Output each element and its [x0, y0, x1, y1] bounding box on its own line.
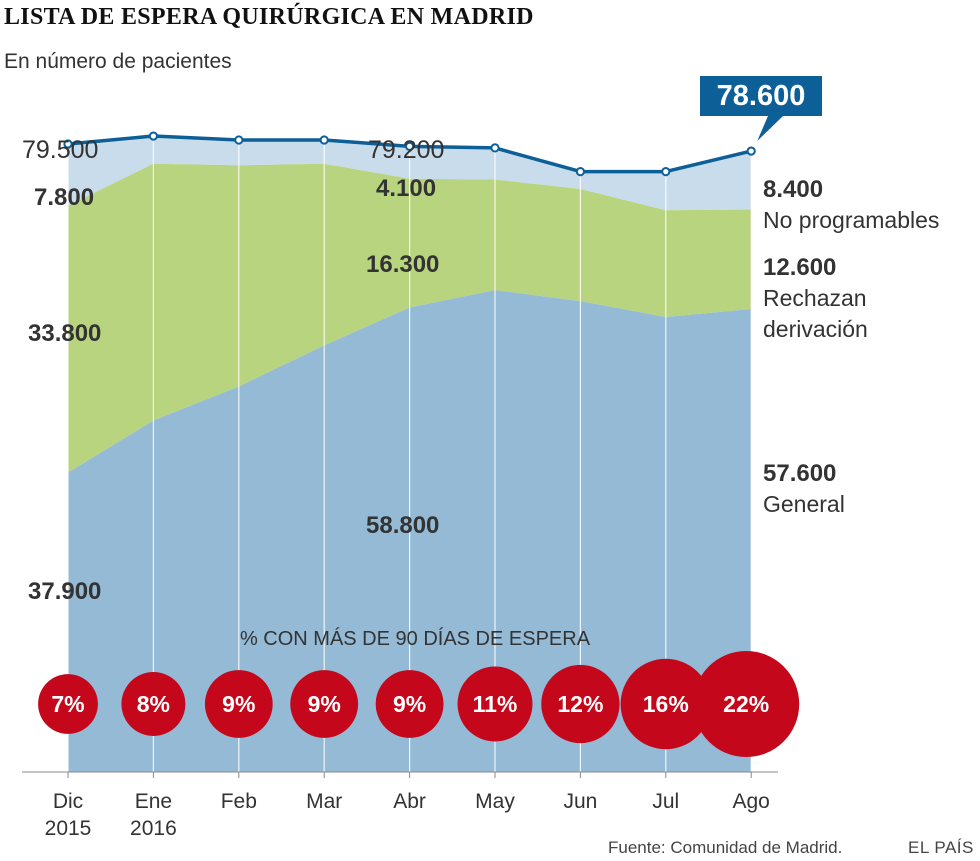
re-label-mid: 16.300 — [366, 251, 439, 278]
x-tick-label: Abr — [393, 790, 426, 813]
x-tick-label: 2016 — [130, 817, 177, 840]
bubble — [620, 658, 711, 750]
bubble — [541, 664, 620, 744]
x-tick-label: 2015 — [45, 817, 92, 840]
bubble — [457, 666, 533, 742]
bubble — [290, 670, 359, 738]
total-label-first: 79.500 — [22, 136, 98, 164]
bubble — [204, 670, 273, 738]
legend-general: General — [763, 491, 845, 517]
bubble-label: 22% — [723, 691, 769, 717]
re-label-first: 33.800 — [28, 320, 101, 347]
bubbles-title: % CON MÁS DE 90 DÍAS DE ESPERA — [240, 627, 591, 650]
bubble-label: 9% — [308, 691, 341, 717]
bubble-label: 8% — [137, 691, 170, 717]
bubble-label: 9% — [393, 691, 426, 717]
bubble-label: 12% — [557, 691, 603, 717]
chart-title: LISTA DE ESPERA QUIRÚRGICA EN MADRID — [4, 4, 534, 30]
bubble-label: 9% — [222, 691, 255, 717]
chart-subtitle: En número de pacientes — [4, 50, 232, 73]
ge-label-last: 57.600 — [763, 460, 836, 487]
x-tick-label: Ene — [135, 790, 172, 813]
np-label-mid: 4.100 — [376, 175, 436, 202]
callout-box — [700, 76, 822, 142]
np-label-last: 8.400 — [763, 176, 823, 203]
brand-label: EL PAÍS — [908, 838, 974, 857]
x-tick-label: Mar — [306, 790, 342, 813]
bubble — [693, 651, 800, 757]
total-point — [490, 143, 500, 153]
total-point — [575, 167, 586, 177]
x-tick-label: Dic — [53, 790, 83, 813]
total-point — [234, 135, 244, 145]
total-point — [63, 139, 73, 149]
bubble — [121, 672, 186, 736]
total-point — [319, 135, 329, 145]
x-tick-label: Jun — [563, 790, 597, 813]
total-point — [148, 131, 158, 141]
ge-label-mid: 58.800 — [366, 512, 439, 539]
callout-label: 78.600 — [717, 80, 806, 112]
bubble-label: 7% — [51, 691, 84, 717]
total-label-mid: 79.200 — [368, 136, 444, 164]
total-point — [405, 141, 415, 151]
x-tick-label: Ago — [733, 790, 770, 813]
x-tick-label: May — [475, 790, 515, 813]
legend-derivacion: derivación — [763, 316, 868, 342]
total-point — [746, 146, 756, 156]
np-label-first: 7.800 — [34, 184, 94, 211]
legend-rechazan: Rechazan — [763, 285, 867, 311]
legend-no-programables: No programables — [763, 207, 939, 233]
re-label-last: 12.600 — [763, 254, 836, 281]
source-note: Fuente: Comunidad de Madrid. — [608, 838, 843, 857]
x-tick-label: Feb — [221, 790, 257, 813]
total-point — [661, 167, 671, 177]
ge-label-first: 37.900 — [28, 578, 101, 605]
x-tick-label: Jul — [652, 790, 679, 813]
bubble-label: 16% — [643, 691, 689, 717]
bubble — [38, 674, 98, 734]
bubble — [375, 670, 444, 738]
bubble-label: 11% — [473, 691, 518, 717]
